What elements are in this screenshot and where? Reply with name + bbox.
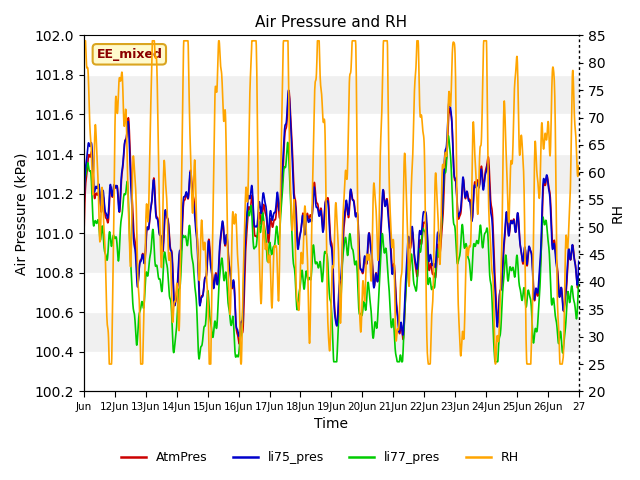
Title: Air Pressure and RH: Air Pressure and RH [255,15,408,30]
Bar [84,36,579,75]
Legend: AtmPres, li75_pres, li77_pres, RH: AtmPres, li75_pres, li77_pres, RH [116,446,524,469]
Bar [84,114,579,154]
Y-axis label: Air Pressure (kPa): Air Pressure (kPa) [15,152,29,275]
Bar [84,273,579,312]
X-axis label: Time: Time [314,418,348,432]
Bar [84,193,579,233]
Bar [84,352,579,391]
Text: EE_mixed: EE_mixed [97,48,163,61]
Y-axis label: RH: RH [611,204,625,223]
